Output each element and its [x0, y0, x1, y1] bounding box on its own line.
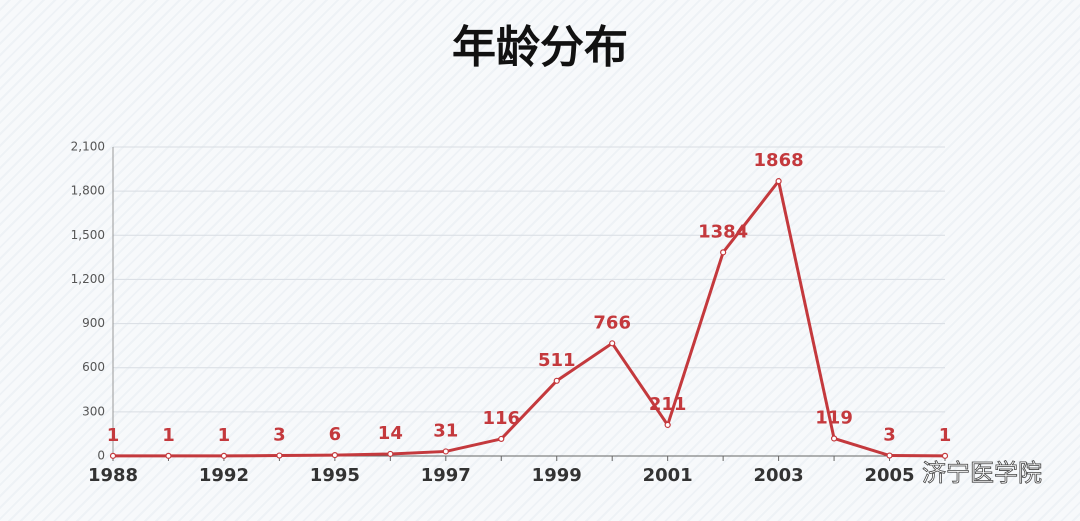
value-label: 211 [649, 394, 687, 415]
point [276, 452, 283, 459]
point [553, 377, 560, 384]
value-label: 3 [273, 425, 286, 446]
value-label: 1 [162, 425, 175, 446]
y-tick-label: 1,200 [71, 272, 105, 286]
x-tick-label: 2003 [754, 465, 804, 486]
x-tick-label: 1992 [199, 465, 249, 486]
point [109, 452, 117, 459]
x-tick-label: 1999 [532, 465, 582, 486]
value-label: 1 [218, 425, 231, 446]
value-label: 116 [482, 408, 520, 429]
value-label: 3 [883, 425, 896, 446]
value-label: 1 [939, 425, 952, 446]
point [720, 249, 727, 256]
point [387, 450, 394, 458]
point [941, 452, 949, 459]
x-tick-label: 2001 [643, 465, 693, 486]
point [331, 452, 338, 459]
point [886, 452, 893, 459]
y-tick-label: 600 [82, 360, 105, 374]
x-tick-label: 1997 [421, 465, 471, 486]
line [113, 177, 946, 458]
x-tick-label: 1988 [88, 465, 138, 486]
point [830, 435, 838, 442]
value-label: 511 [538, 350, 576, 371]
value-label: 6 [329, 424, 342, 445]
point [775, 178, 782, 185]
value-label: 14 [378, 423, 403, 444]
y-tick-label: 0 [97, 449, 105, 463]
value-label: 1 [107, 425, 120, 446]
value-label: 766 [593, 312, 631, 333]
point [498, 435, 505, 443]
point [442, 448, 449, 455]
x-tick-label: 2005 [864, 465, 914, 486]
value-label: 119 [815, 407, 853, 428]
y-tick-label: 1,500 [71, 228, 105, 242]
point [664, 421, 671, 429]
value-label: 1868 [754, 150, 804, 171]
y-tick-label: 300 [82, 404, 105, 418]
point [609, 340, 616, 347]
value-label: 31 [433, 420, 458, 441]
point [165, 452, 172, 459]
value-label: 1384 [698, 221, 748, 242]
chart-title: 年龄分布 [452, 22, 628, 73]
y-tick-label: 2,100 [71, 140, 105, 154]
watermark: 济宁医学院 [922, 459, 1042, 487]
y-tick-label: 900 [82, 316, 105, 330]
y-tick-label: 1,800 [71, 184, 105, 198]
x-tick-label: 1995 [310, 465, 360, 486]
point [220, 452, 228, 459]
